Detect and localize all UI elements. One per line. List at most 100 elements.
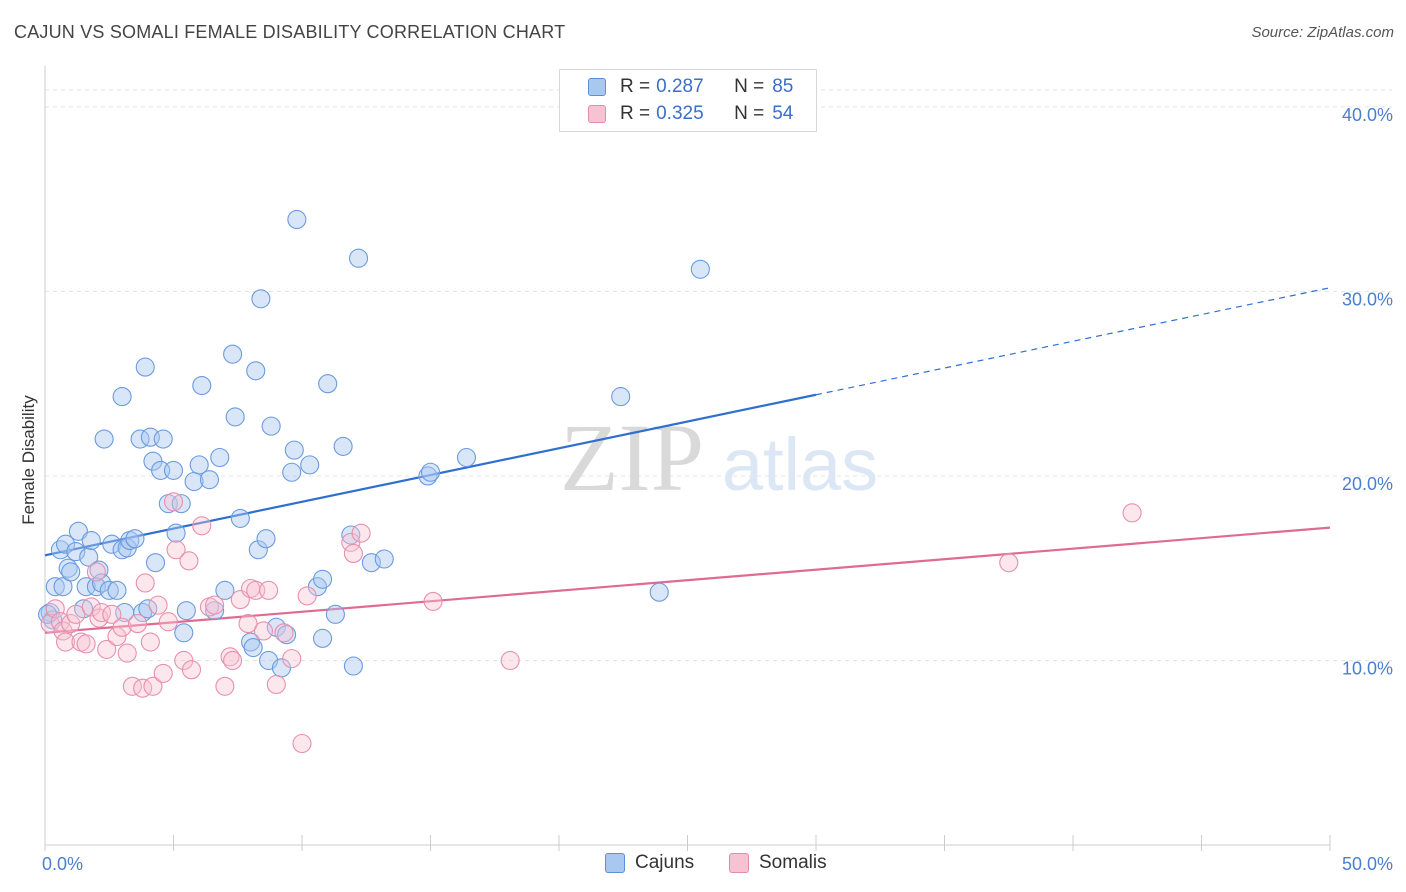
point-cajuns-77 [374,549,394,569]
trend-lines [44,287,1331,634]
legend-row-cajuns: R = 0.287 N = 85 [588,75,793,99]
point-cajuns-78 [418,466,438,486]
point-somalis-44 [266,674,286,695]
point-cajuns-71 [325,604,345,624]
point-somalis-22 [140,632,160,652]
chart-title: CAJUN VS SOMALI FEMALE DISABILITY CORREL… [14,22,566,42]
point-somalis-52 [423,591,443,611]
point-somalis-39 [238,614,258,634]
point-somalis-26 [158,612,178,632]
point-somalis-15 [107,626,127,647]
point-cajuns-70 [318,374,338,394]
point-cajuns-8 [66,542,86,562]
point-cajuns-38 [166,523,186,543]
legend-item-somalis[interactable]: Somalis [729,852,827,874]
legend-r-label: R = [620,76,651,97]
point-somalis-9 [81,597,101,617]
point-cajuns-45 [199,470,220,490]
x-tick-label-1: 50.0% [1342,854,1393,874]
point-somalis-35 [215,676,235,696]
legend-label-cajuns: Cajuns [635,852,695,873]
y-tick-label-3: 40.0% [1342,105,1393,125]
point-somalis-5 [61,614,81,634]
trend-line-0 [44,393,817,557]
point-cajuns-76 [361,553,381,573]
point-somalis-23 [143,676,163,696]
point-somalis-50 [343,543,363,564]
point-somalis-4 [56,632,76,652]
point-cajuns-14 [86,577,106,597]
legend-row-somalis: R = 0.325 N = 54 [588,102,793,126]
point-cajuns-57 [256,529,276,549]
point-cajuns-59 [261,416,281,436]
point-cajuns-12 [79,547,99,567]
point-cajuns-40 [174,623,194,643]
point-cajuns-48 [215,580,235,600]
point-somalis-42 [253,621,274,641]
legend-r-value: 0.287 [656,76,704,97]
correlation-legend: R = 0.287 N = 85 R = 0.325 N = 54 [559,69,817,132]
point-cajuns-22 [112,387,132,407]
point-somalis-28 [166,540,186,560]
point-cajuns-56 [251,289,271,309]
point-cajuns-3 [50,540,70,560]
point-cajuns-17 [94,429,114,449]
point-cajuns-28 [133,602,153,623]
point-cajuns-83 [690,259,710,279]
point-somalis-13 [97,639,117,659]
point-somalis-6 [66,604,86,624]
point-somalis-1 [45,599,65,619]
watermark: ZIP atlas [560,404,878,511]
source-label: Source: ZipAtlas.com [1251,24,1394,41]
point-cajuns-47 [210,447,230,468]
point-cajuns-4 [53,577,73,597]
point-somalis-48 [297,586,317,606]
point-cajuns-18 [99,580,119,600]
point-cajuns-54 [246,361,266,381]
watermark-zip: ZIP [560,404,704,511]
point-cajuns-43 [189,455,209,475]
legend-swatch-somalis [729,853,749,873]
point-cajuns-65 [287,209,307,230]
x-tick-labels: 0.0% 50.0% [42,854,1393,874]
legend-r-label: R = [620,103,651,124]
point-somalis-27 [163,492,184,512]
point-cajuns-9 [68,521,88,541]
point-cajuns-20 [107,580,127,600]
point-cajuns-29 [135,357,155,377]
point-somalis-46 [282,649,302,669]
y-tick-labels: 10.0% 20.0% 30.0% 40.0% [1342,105,1393,679]
trend-line-1 [44,526,1331,634]
point-cajuns-80 [456,447,477,468]
point-somalis-31 [181,660,202,680]
point-somalis-19 [127,614,148,634]
watermark-atlas: atlas [722,423,878,506]
point-somalis-53 [500,650,520,671]
legend-n-label: N = [734,76,765,97]
legend-swatch-cajuns [588,78,606,96]
point-cajuns-82 [649,582,669,602]
point-cajuns-66 [300,455,320,475]
point-cajuns-69 [313,628,333,648]
point-cajuns-53 [243,638,263,658]
point-somalis-47 [292,733,312,754]
point-cajuns-41 [176,601,196,621]
point-cajuns-5 [56,534,76,554]
point-somalis-34 [205,595,225,615]
point-cajuns-33 [145,553,166,573]
y-tick-label-1: 20.0% [1342,474,1393,494]
legend-swatch-somalis [588,105,606,123]
point-somalis-32 [192,516,212,536]
legend-n-value: 54 [772,103,794,124]
point-somalis-17 [117,643,137,663]
legend-item-cajuns[interactable]: Cajuns [605,852,694,874]
point-somalis-10 [86,562,106,582]
point-cajuns-50 [225,407,245,427]
point-somalis-51 [351,523,371,543]
point-cajuns-75 [348,248,369,268]
x-tick-label-0: 0.0% [42,854,83,874]
point-cajuns-37 [163,460,184,480]
point-somalis-37 [223,650,243,671]
legend-r-value: 0.325 [656,103,704,124]
